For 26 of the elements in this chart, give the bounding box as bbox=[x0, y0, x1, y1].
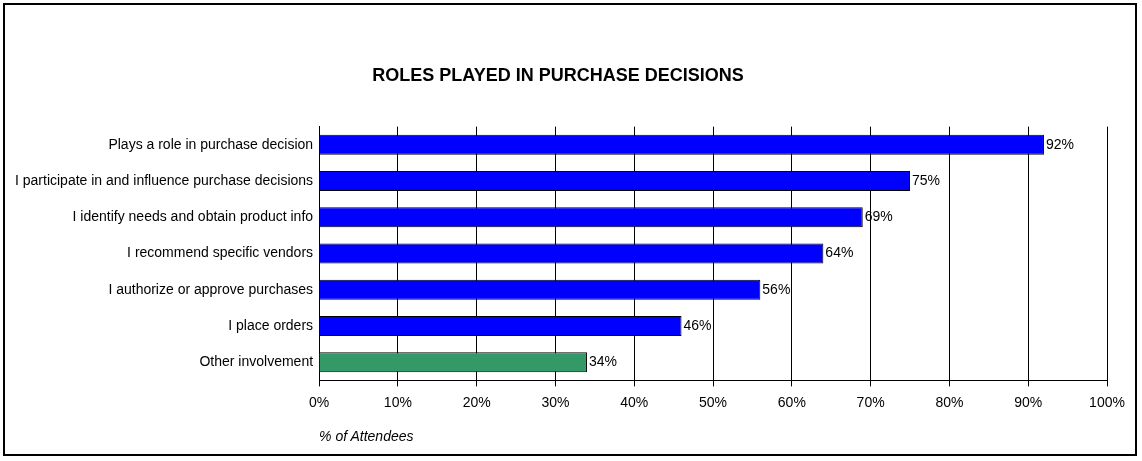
x-axis-title: % of Attendees bbox=[319, 428, 414, 445]
y-tick-label: I place orders bbox=[228, 316, 314, 333]
x-tick-label: 40% bbox=[620, 393, 649, 410]
data-label: 64% bbox=[825, 244, 854, 261]
y-tick-label: I participate in and influence purchase decisions bbox=[15, 171, 314, 188]
x-tick-label: 10% bbox=[383, 393, 412, 410]
x-tick-label: 70% bbox=[856, 393, 885, 410]
x-tick-label: 100% bbox=[1089, 393, 1125, 410]
data-label: 34% bbox=[588, 353, 617, 370]
data-label: 92% bbox=[1045, 135, 1074, 152]
x-tick-label: 50% bbox=[699, 393, 728, 410]
x-tick-label: 80% bbox=[935, 393, 964, 410]
data-label: 75% bbox=[912, 171, 941, 188]
y-tick-label: I recommend specific vendors bbox=[127, 244, 314, 261]
x-tick-label: 60% bbox=[777, 393, 806, 410]
x-tick-label: 30% bbox=[541, 393, 570, 410]
chart-title: ROLES PLAYED IN PURCHASE DECISIONS bbox=[372, 64, 744, 85]
y-tick-label: I identify needs and obtain product info bbox=[72, 208, 314, 225]
x-tick-label: 20% bbox=[462, 393, 491, 410]
data-label: 56% bbox=[762, 280, 791, 297]
y-tick-label: I authorize or approve purchases bbox=[108, 280, 314, 297]
x-tick-label: 0% bbox=[308, 393, 330, 410]
y-tick-label: Other involvement bbox=[199, 353, 314, 370]
x-tick-label: 90% bbox=[1014, 393, 1043, 410]
y-tick-label: Plays a role in purchase decision bbox=[108, 135, 314, 152]
data-label: 46% bbox=[683, 316, 712, 333]
